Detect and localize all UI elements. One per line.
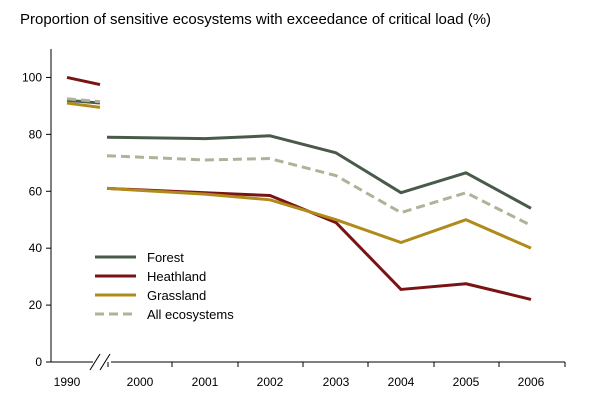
x-tick-label: 2001 [192,375,219,389]
series-line [106,186,532,250]
y-tick-label: 0 [35,355,42,369]
legend-label: All ecosystems [147,307,234,322]
x-tick-label: 2002 [257,375,284,389]
x-tick-label: 1990 [54,375,81,389]
series-layer [66,75,532,301]
legend-label: Grassland [147,288,206,303]
x-tick-label: 2003 [323,375,350,389]
axis-break-mark [89,353,101,371]
chart-legend: Forest Heathland Grassland All ecosystems [95,250,234,322]
y-tick-label: 100 [22,70,42,84]
y-tick-label: 80 [29,127,43,141]
series-line-1990 [66,75,101,87]
x-tick-label: 2004 [388,375,415,389]
x-tick-label: 2006 [518,375,545,389]
x-tick-label: 2005 [453,375,480,389]
chart-axes: 0 20 40 60 80 100 1990 2000 2001 2002 2003 2004 2005… [22,49,566,389]
chart-title: Proportion of sensitive ecosystems with … [20,11,492,28]
axis-break-mark [99,353,111,371]
series-line-1990 [66,101,101,109]
series-line [106,154,532,227]
y-tick-label: 40 [29,241,43,255]
legend-label: Heathland [147,269,206,284]
series-line [106,134,532,210]
series-line-1990 [66,97,101,104]
legend-label: Forest [147,250,184,265]
x-tick-label: 2000 [127,375,154,389]
y-tick-label: 60 [29,184,43,198]
y-tick-label: 20 [29,298,43,312]
